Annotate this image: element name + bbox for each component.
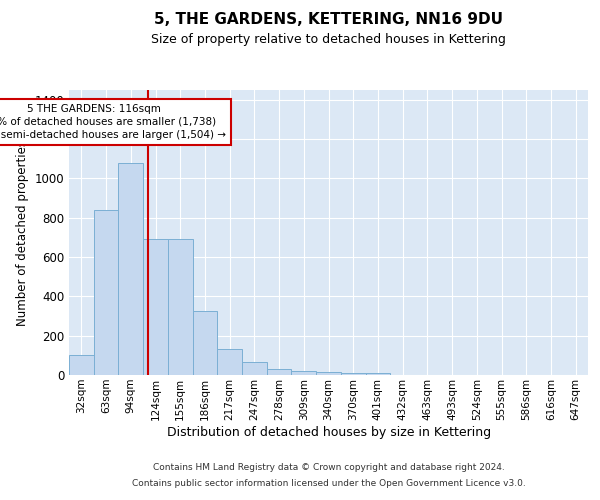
- Bar: [316, 372, 341, 375]
- Bar: [242, 362, 267, 375]
- Bar: [292, 370, 316, 375]
- Y-axis label: Number of detached properties: Number of detached properties: [16, 140, 29, 326]
- Text: 5, THE GARDENS, KETTERING, NN16 9DU: 5, THE GARDENS, KETTERING, NN16 9DU: [154, 12, 503, 28]
- Bar: [341, 373, 365, 375]
- Text: Distribution of detached houses by size in Kettering: Distribution of detached houses by size …: [167, 426, 491, 439]
- Bar: [168, 240, 193, 375]
- Bar: [267, 369, 292, 375]
- Bar: [193, 311, 217, 375]
- Bar: [217, 350, 242, 375]
- Bar: [94, 210, 118, 375]
- Text: Contains HM Land Registry data © Crown copyright and database right 2024.: Contains HM Land Registry data © Crown c…: [153, 464, 505, 472]
- Bar: [365, 373, 390, 375]
- Bar: [69, 356, 94, 375]
- Text: Size of property relative to detached houses in Kettering: Size of property relative to detached ho…: [151, 32, 506, 46]
- Text: 5 THE GARDENS: 116sqm
← 53% of detached houses are smaller (1,738)
46% of semi-d: 5 THE GARDENS: 116sqm ← 53% of detached …: [0, 104, 226, 140]
- Bar: [143, 240, 168, 375]
- Bar: [118, 162, 143, 375]
- Text: Contains public sector information licensed under the Open Government Licence v3: Contains public sector information licen…: [132, 478, 526, 488]
